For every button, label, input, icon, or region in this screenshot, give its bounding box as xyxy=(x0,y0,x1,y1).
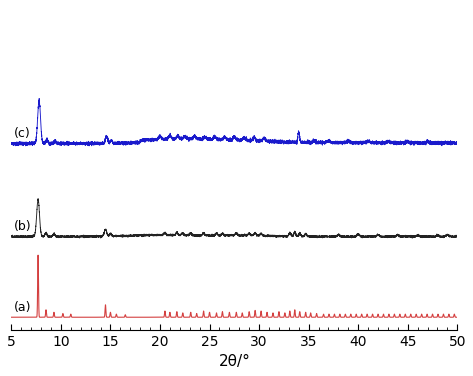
Text: (a): (a) xyxy=(14,301,32,314)
Text: (c): (c) xyxy=(14,127,31,140)
X-axis label: 2θ/°: 2θ/° xyxy=(219,354,250,369)
Text: (b): (b) xyxy=(14,220,32,233)
